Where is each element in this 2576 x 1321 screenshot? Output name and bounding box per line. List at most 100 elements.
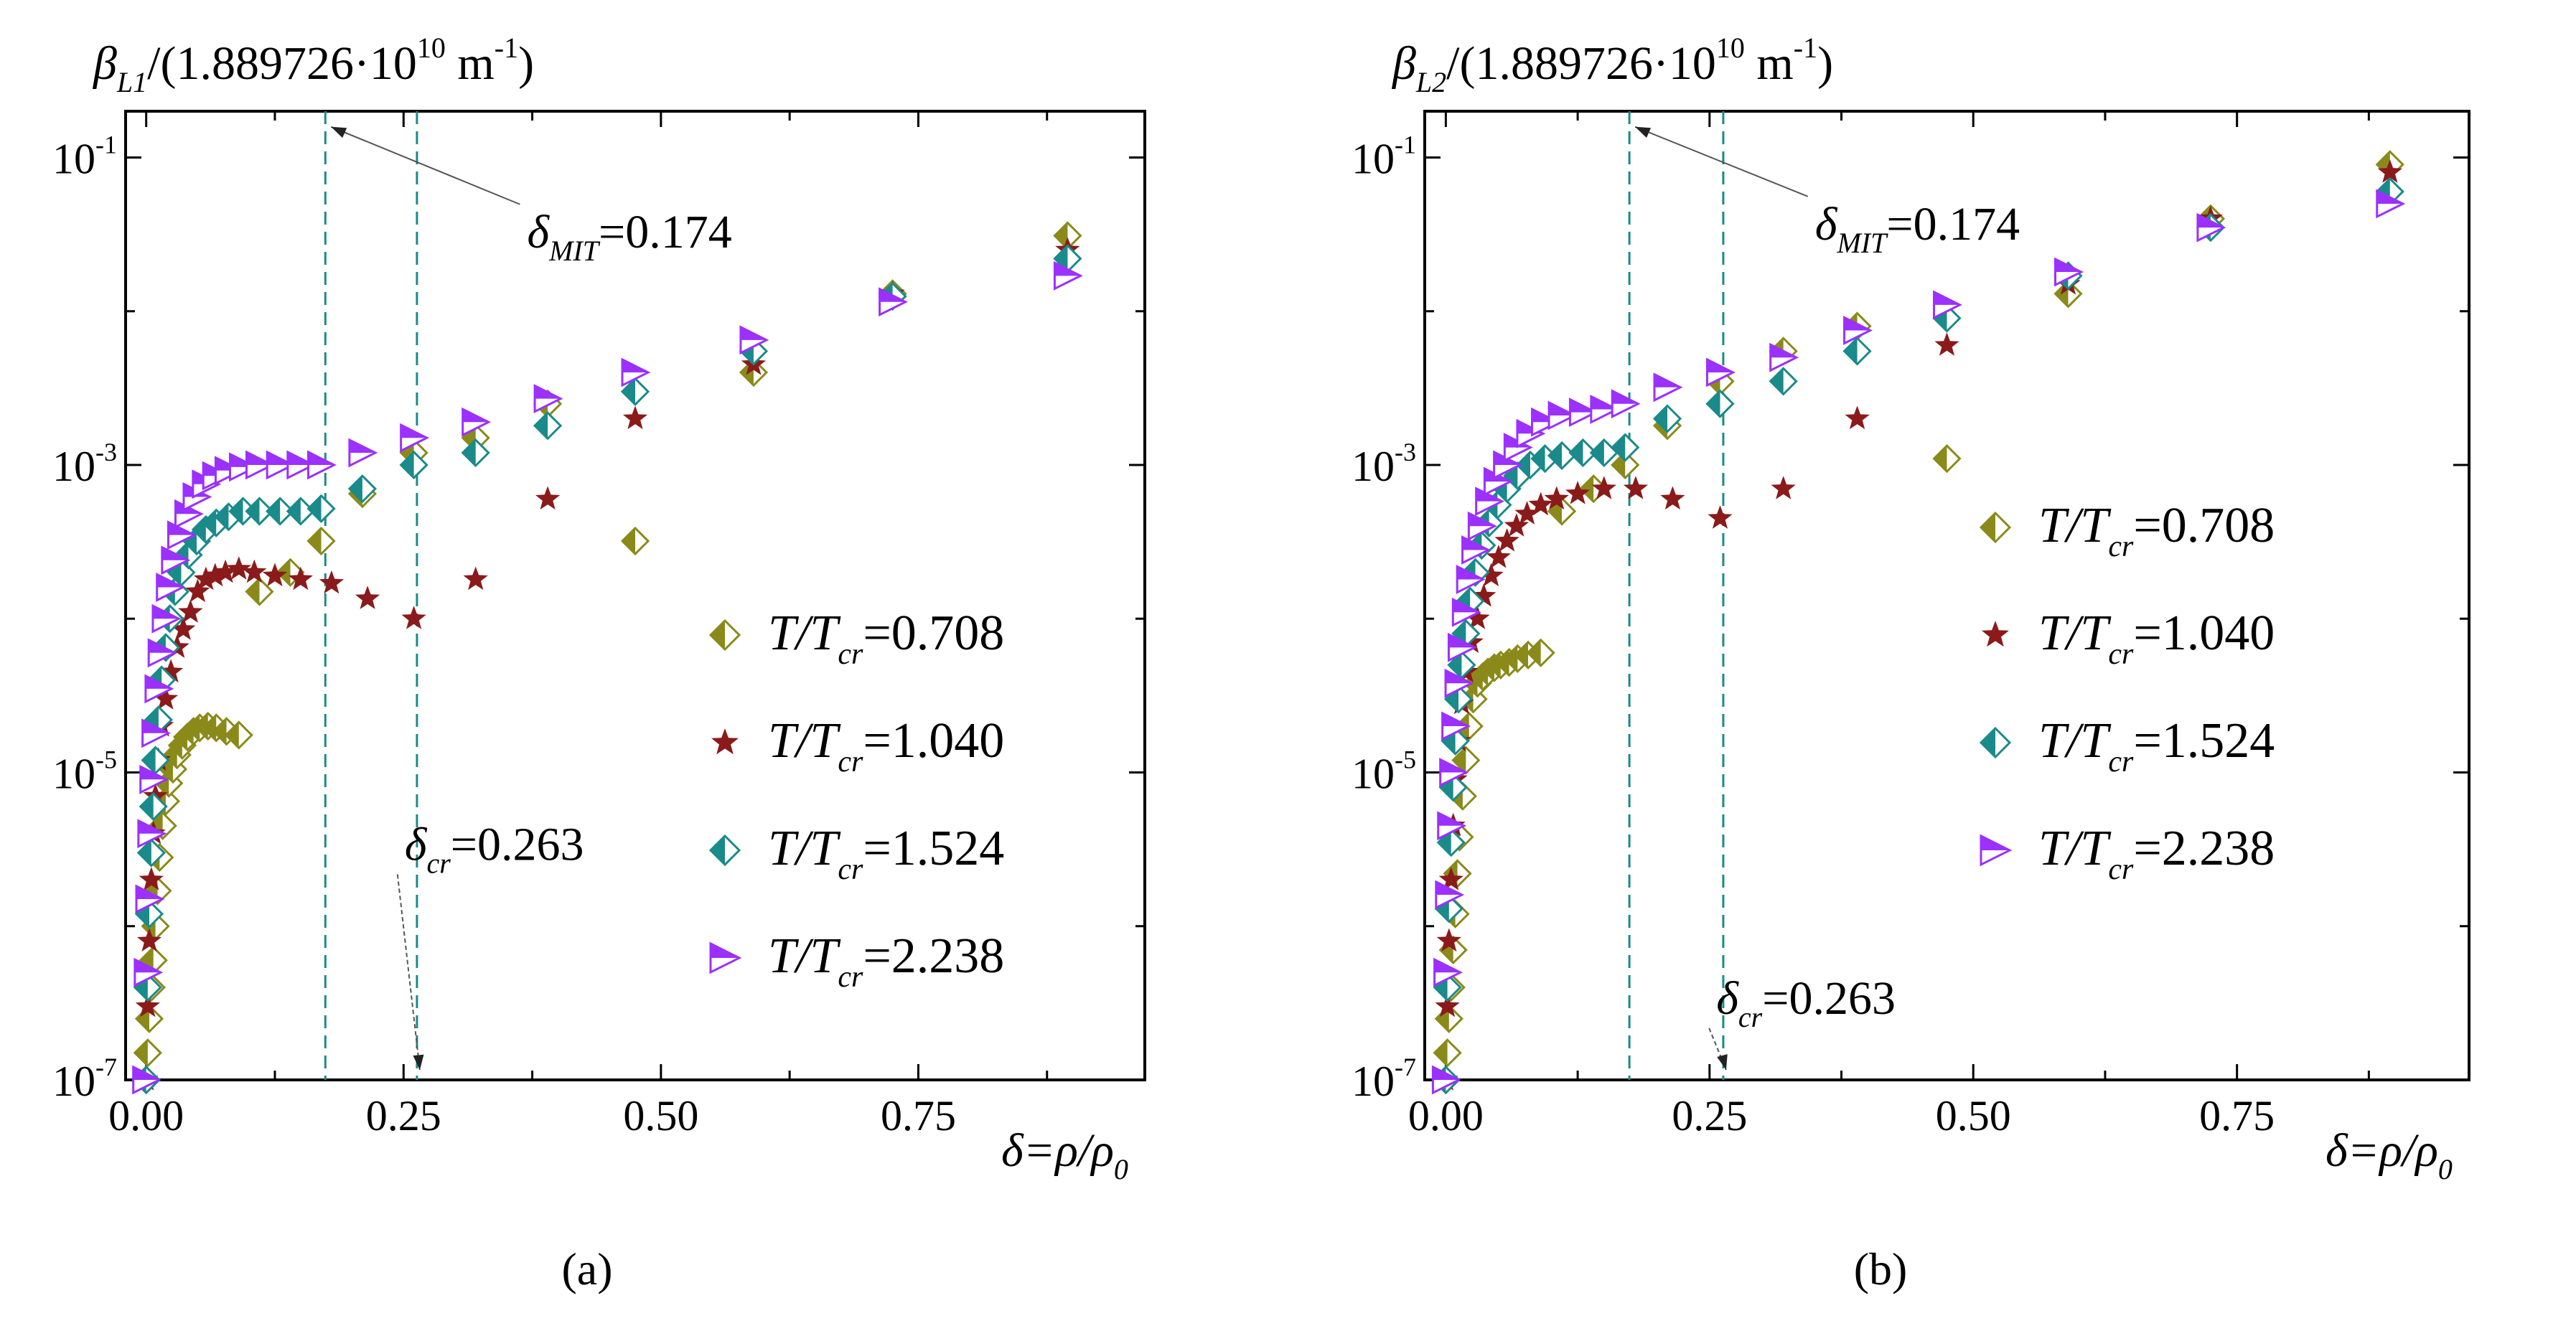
legend-marker xyxy=(711,728,739,755)
data-point xyxy=(1842,337,1872,366)
chart-panel-a: 10-1 10-3 10-5 10-70.00 0.25 0.50 0.75 βL1/(1.8… xyxy=(52,32,1146,1185)
data-point xyxy=(135,993,160,1017)
data-point xyxy=(1653,372,1683,403)
data-point xyxy=(171,616,196,640)
series-t-tcr-2-238 xyxy=(132,260,1083,1095)
data-point xyxy=(185,578,210,603)
data-point xyxy=(533,384,563,414)
data-point xyxy=(1447,650,1476,680)
plot-frame-b xyxy=(1423,110,2470,1081)
data-point xyxy=(620,377,650,406)
data-point xyxy=(620,526,650,556)
data-point xyxy=(399,450,428,480)
data-point xyxy=(1504,513,1529,537)
legend-b: T/Tcr=0.708 T/Tcr=1.040 T/Tcr=1.524 T/Tcr=2… xyxy=(1979,498,2275,886)
data-point xyxy=(133,1038,162,1068)
annotation-text: δcr=0.263 xyxy=(1716,972,1896,1033)
data-point xyxy=(1528,492,1553,516)
panel-label-a: (a) xyxy=(561,1244,612,1294)
annotation-text: δMIT=0.174 xyxy=(527,206,731,267)
x-tick-label: 0.50 xyxy=(1936,1092,2011,1139)
data-point xyxy=(1611,433,1640,462)
data-point xyxy=(1934,332,1959,356)
data-point xyxy=(141,718,171,748)
x-tick-label: 0.75 xyxy=(881,1092,956,1139)
x-tick-label: 0.25 xyxy=(1672,1092,1747,1139)
data-point xyxy=(266,497,295,526)
data-point xyxy=(1475,486,1505,517)
data-point xyxy=(1438,867,1463,890)
data-point xyxy=(621,357,651,387)
annotation-delta-cr: δcr=0.263 xyxy=(1708,972,1896,1071)
y-tick-label: 10-5 xyxy=(52,745,117,797)
data-point xyxy=(224,720,253,750)
data-point xyxy=(144,674,174,704)
data-point xyxy=(1708,505,1733,529)
data-point xyxy=(226,556,251,580)
data-point xyxy=(1932,444,1962,474)
x-axis-label: δ=ρ/ρ0 xyxy=(2326,1124,2453,1185)
data-point xyxy=(153,686,179,710)
data-point xyxy=(139,867,164,890)
data-point xyxy=(1568,438,1598,468)
data-point xyxy=(136,928,162,952)
annotation-delta-mit: δMIT=0.174 xyxy=(1634,126,2020,259)
annotation-text: δMIT=0.174 xyxy=(1815,198,2020,259)
data-point xyxy=(1590,395,1620,424)
panel-label-b: (b) xyxy=(1854,1244,1908,1294)
y-tick-label: 10-7 xyxy=(52,1053,117,1105)
data-point xyxy=(462,407,492,437)
data-point xyxy=(137,819,167,849)
x-tick-label: 0.75 xyxy=(2199,1092,2275,1139)
data-point xyxy=(156,573,186,602)
x-tick-label: 0.00 xyxy=(108,1092,184,1139)
data-point xyxy=(1053,221,1082,250)
data-point xyxy=(879,287,908,317)
annotation-arrow xyxy=(330,126,520,205)
annotation-arrowhead xyxy=(1717,1054,1728,1070)
chart-panel-b: 10-1 10-3 10-5 10-70.00 0.25 0.50 0.75 βL2/(1.8… xyxy=(1352,32,2470,1185)
annotation-text: δcr=0.263 xyxy=(405,819,584,880)
data-point xyxy=(1465,606,1490,629)
data-point xyxy=(286,450,317,480)
annotation-arrowhead xyxy=(1635,126,1652,138)
legend-label: T/Tcr=0.708 xyxy=(2038,498,2275,563)
data-point xyxy=(1456,565,1486,594)
legend-label: T/Tcr=2.238 xyxy=(768,929,1004,994)
data-point xyxy=(213,559,238,583)
data-point xyxy=(739,325,769,355)
data-point xyxy=(1706,357,1736,387)
data-point xyxy=(306,494,336,523)
legend-label: T/Tcr=2.238 xyxy=(2038,821,2275,886)
x-tick-label: 0.25 xyxy=(366,1092,441,1139)
annotation-arrowhead xyxy=(331,126,347,138)
annotation-delta-cr: δcr=0.263 xyxy=(396,819,584,1071)
data-point xyxy=(1769,367,1798,396)
data-point xyxy=(132,1065,162,1095)
data-point xyxy=(135,884,165,914)
data-point xyxy=(461,438,490,468)
x-tick-label: 0.00 xyxy=(1408,1092,1484,1139)
legend-label: T/Tcr=1.040 xyxy=(768,713,1004,779)
data-point xyxy=(2196,212,2226,243)
data-point xyxy=(1467,511,1497,541)
data-point xyxy=(1769,342,1799,372)
data-point xyxy=(1843,316,1873,345)
data-point xyxy=(2376,189,2406,219)
legend-label: T/Tcr=1.524 xyxy=(768,821,1004,886)
data-point xyxy=(1439,758,1469,787)
data-point xyxy=(147,638,177,668)
data-point xyxy=(533,411,563,441)
data-point xyxy=(1479,563,1504,587)
data-point xyxy=(1451,597,1481,627)
legend-label: T/Tcr=1.040 xyxy=(2038,606,2275,671)
data-point xyxy=(1565,481,1591,504)
y-axis-label: βL2/(1.889726·1010 m-1) xyxy=(1391,32,1833,98)
y-tick-label: 10-1 xyxy=(52,130,117,182)
data-point xyxy=(1771,476,1796,499)
data-point xyxy=(1547,441,1577,471)
y-axis-label: βL1/(1.889726·1010 m-1) xyxy=(92,32,534,98)
data-point xyxy=(348,438,378,468)
data-point xyxy=(319,570,344,594)
data-point xyxy=(1660,486,1685,510)
